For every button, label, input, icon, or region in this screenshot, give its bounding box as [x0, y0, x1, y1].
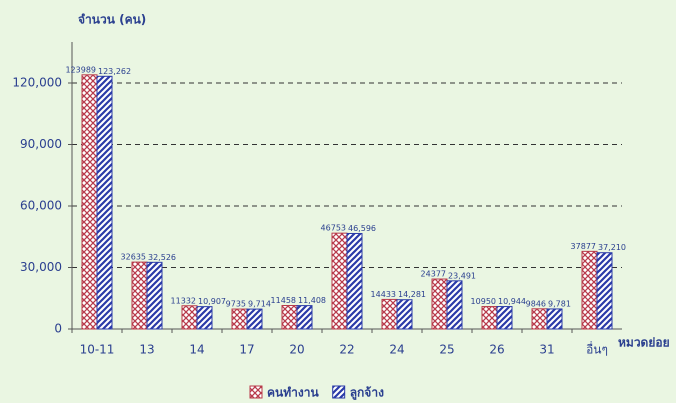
value-label: 46753: [321, 224, 346, 233]
value-label: 10,907: [198, 297, 226, 306]
value-label: 32635: [121, 253, 146, 262]
value-label: 11332: [171, 296, 196, 305]
value-label: 37877: [571, 242, 596, 251]
value-label: 24377: [421, 270, 446, 279]
bar: [531, 308, 548, 330]
x-tick-label: 24: [389, 343, 404, 357]
x-tick-label: 13: [139, 343, 154, 357]
bar: [596, 252, 613, 330]
bar: [346, 232, 363, 330]
bar: [246, 308, 263, 330]
value-label: 10950: [471, 297, 496, 306]
bar: [81, 74, 98, 330]
y-tick-label: 30,000: [20, 260, 62, 274]
bar: [496, 306, 513, 330]
x-axis-title: หมวดย่อย: [618, 336, 670, 350]
y-tick-label: 120,000: [12, 76, 62, 90]
value-label: 14,281: [398, 290, 426, 299]
bar: [181, 305, 198, 330]
bar: [581, 250, 598, 330]
bar: [431, 278, 448, 330]
x-tick-label: อื่นๆ: [586, 341, 608, 357]
bar: [146, 261, 163, 330]
y-axis-title: จำนวน (คน): [78, 13, 146, 27]
value-label: 46,596: [348, 224, 376, 233]
y-tick-label: 90,000: [20, 137, 62, 151]
x-tick-label: 20: [289, 343, 304, 357]
value-label: 9,781: [548, 299, 571, 308]
value-label: 14433: [371, 290, 396, 299]
x-tick-label: 14: [189, 343, 204, 357]
value-label: 11458: [271, 296, 296, 305]
bar: [396, 299, 413, 330]
x-tick-label: 25: [439, 343, 454, 357]
value-label: 9846: [526, 299, 546, 308]
value-label: 32,526: [148, 253, 176, 262]
x-tick-label: 26: [489, 343, 504, 357]
value-label: 37,210: [598, 243, 626, 252]
value-label: 123989: [65, 65, 96, 74]
x-tick-label: 22: [339, 343, 354, 357]
value-label: 9,714: [248, 300, 271, 309]
legend-swatch: [332, 385, 346, 399]
legend-label: คนทำงาน: [267, 386, 319, 400]
legend-swatch: [249, 385, 263, 399]
value-label: 23,491: [448, 271, 476, 280]
y-tick-label: 60,000: [20, 199, 62, 213]
bar: [296, 305, 313, 330]
y-tick-label: 0: [54, 322, 62, 336]
legend-label: ลูกจ้าง: [350, 386, 384, 401]
x-tick-label: 31: [539, 343, 554, 357]
bar: [481, 306, 498, 330]
bar: [281, 305, 298, 330]
value-label: 10,944: [498, 297, 526, 306]
value-label: 9735: [226, 300, 246, 309]
bar: [96, 75, 113, 330]
bar: [331, 232, 348, 330]
x-tick-label: 17: [239, 343, 254, 357]
bar: [196, 306, 213, 330]
bar: [231, 308, 248, 330]
x-tick-label: 10-11: [80, 343, 115, 357]
bar: [131, 261, 148, 330]
value-label: 11,408: [298, 296, 326, 305]
bar: [546, 308, 563, 330]
bar: [446, 280, 463, 330]
bar: [381, 298, 398, 330]
value-label: 123,262: [98, 67, 131, 76]
